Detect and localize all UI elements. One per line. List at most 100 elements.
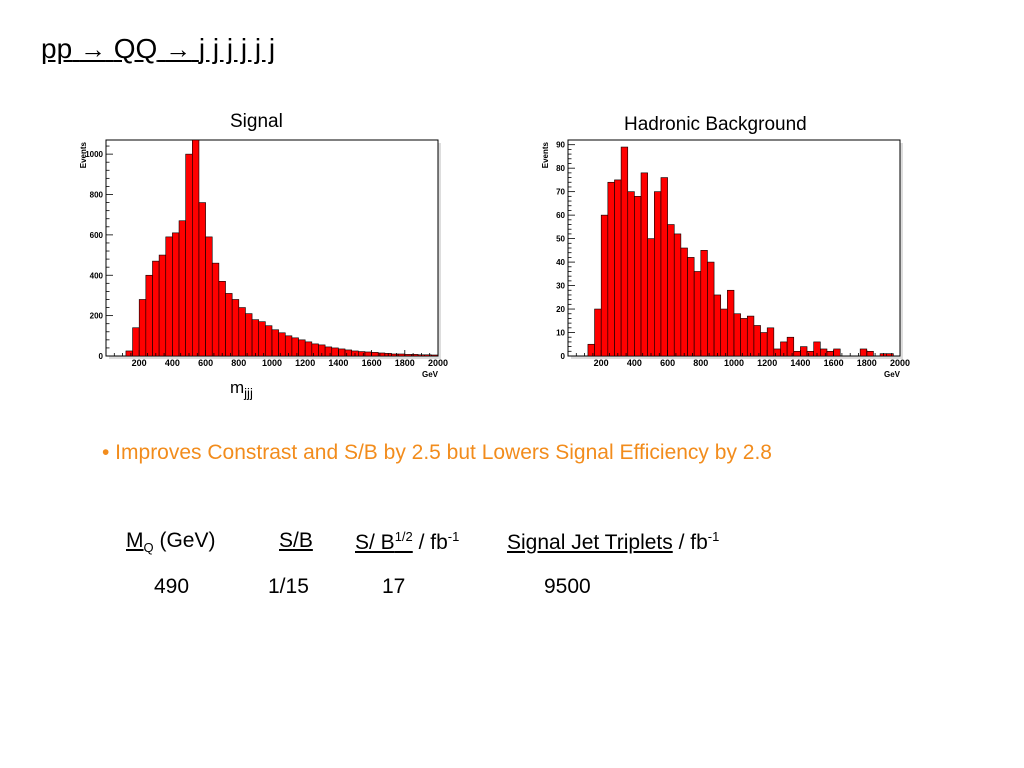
y-tick-label: 20 [556, 305, 565, 314]
histogram-bar [594, 308, 602, 357]
histogram-bar [660, 177, 668, 357]
histogram-bar [304, 341, 313, 357]
histogram-bar [746, 315, 755, 357]
x-axis-unit: GeV [884, 370, 901, 379]
histogram-bars [125, 139, 439, 357]
histogram-bar [640, 172, 648, 357]
histogram-bar [687, 257, 695, 357]
histogram-bar [800, 346, 808, 357]
histogram-bar [740, 318, 748, 357]
x-tick-label: 1400 [790, 358, 810, 368]
histogram-bar [404, 354, 412, 357]
histogram-bar [178, 220, 186, 357]
histogram-bar [324, 346, 333, 357]
x-tick-label: 200 [594, 358, 609, 368]
histogram-bar [424, 354, 432, 357]
signal-histogram: 200 400 600 800 1000 1200 1400 1600 1800 2000 GeV 0… [79, 139, 448, 379]
histogram-bar [680, 247, 688, 357]
histogram-bar [600, 214, 609, 357]
histogram-bar [225, 293, 233, 357]
histogram-bar [271, 329, 279, 357]
histogram-bar [132, 327, 140, 357]
histogram-bar [138, 299, 147, 357]
histogram-bar [654, 191, 662, 357]
histogram-bar [165, 236, 173, 357]
header-mq-base: MQ [126, 529, 154, 556]
sqrtb-unit-sup: -1 [447, 529, 460, 544]
y-tick-label: 400 [90, 271, 104, 280]
header-sqrtb: S/ B1/2 / fb-1 [355, 529, 459, 555]
mass-label-base: m [230, 378, 245, 397]
histogram-bar [377, 352, 386, 357]
histogram-bar [886, 353, 894, 357]
histogram-bar [172, 232, 180, 357]
mass-label-sub: jjj [244, 385, 253, 401]
x-tick-label: 800 [693, 358, 708, 368]
cell-sqrtb: 17 [382, 575, 406, 598]
histogram-bar [397, 353, 406, 357]
histogram-bar [278, 332, 286, 357]
histogram-bar [727, 289, 735, 357]
x-tick-label: 1200 [295, 358, 315, 368]
slide-title: pp → QQ → j j j j j j [41, 33, 275, 65]
signal-chart-title: Signal [230, 111, 283, 132]
y-tick-label: 60 [556, 211, 565, 220]
histogram-bar [760, 332, 768, 357]
sqrtb-base: S/ B [355, 531, 395, 554]
y-tick-label: 0 [99, 352, 104, 361]
background-chart-title: Hadronic Background [624, 114, 807, 135]
histogram-bar [371, 352, 379, 357]
y-tick-label: 50 [556, 235, 565, 244]
histogram-bar [125, 350, 133, 357]
mq-sub: Q [143, 540, 154, 556]
histogram-bar [820, 348, 828, 357]
histogram-bar [331, 347, 339, 357]
histogram-bar [786, 336, 795, 357]
x-tick-label: 2000 [890, 358, 910, 368]
histogram-bar [733, 313, 741, 357]
y-tick-label: 80 [556, 164, 565, 173]
histogram-bar [358, 351, 366, 357]
x-tick-label: 1800 [395, 358, 415, 368]
histogram-bar [364, 351, 372, 357]
y-tick-label: 0 [561, 352, 566, 361]
histogram-bar [311, 343, 319, 357]
histogram-bar [284, 335, 293, 357]
histogram-bar [700, 250, 708, 357]
histogram-bar [620, 146, 629, 357]
x-tick-label: 400 [627, 358, 642, 368]
y-tick-label: 10 [556, 329, 565, 338]
histogram-bar [231, 299, 240, 357]
y-tick-label: 1000 [85, 150, 103, 159]
histogram-bar [211, 262, 220, 357]
histogram-bar [411, 354, 419, 357]
y-tick-label: 30 [556, 282, 565, 291]
y-tick-label: 800 [90, 191, 104, 200]
sqrtb-sup: 1/2 [394, 529, 413, 544]
mass-axis-label: mjjj [230, 378, 253, 400]
cell-sb: 1/15 [268, 575, 309, 598]
histogram-bar [391, 353, 399, 357]
histogram-bar [607, 181, 615, 357]
histogram-bar [185, 153, 193, 357]
histogram-bar [587, 343, 595, 357]
histogram-bar [667, 224, 675, 357]
arrow-right-icon: → [79, 34, 106, 64]
x-tick-label: 1000 [724, 358, 744, 368]
background-histogram: 200 400 600 800 1000 1200 1400 1600 1800 2000 GeV 0… [541, 139, 910, 379]
histogram-bar [753, 325, 761, 357]
histogram-bar [258, 321, 266, 357]
triplets-unit: / fb [672, 531, 708, 554]
x-tick-label: 200 [132, 358, 147, 368]
histogram-bar [806, 351, 814, 357]
histogram-bar [720, 308, 728, 357]
histogram-bar [773, 348, 781, 357]
x-tick-label: 800 [231, 358, 246, 368]
histogram-bar [859, 348, 868, 357]
y-tick-label: 600 [90, 231, 104, 240]
histogram-bar [291, 337, 299, 357]
cell-triplets: 9500 [544, 575, 591, 598]
histogram-bar [431, 354, 439, 357]
histogram-bar [713, 294, 722, 357]
histogram-bar [145, 274, 153, 357]
